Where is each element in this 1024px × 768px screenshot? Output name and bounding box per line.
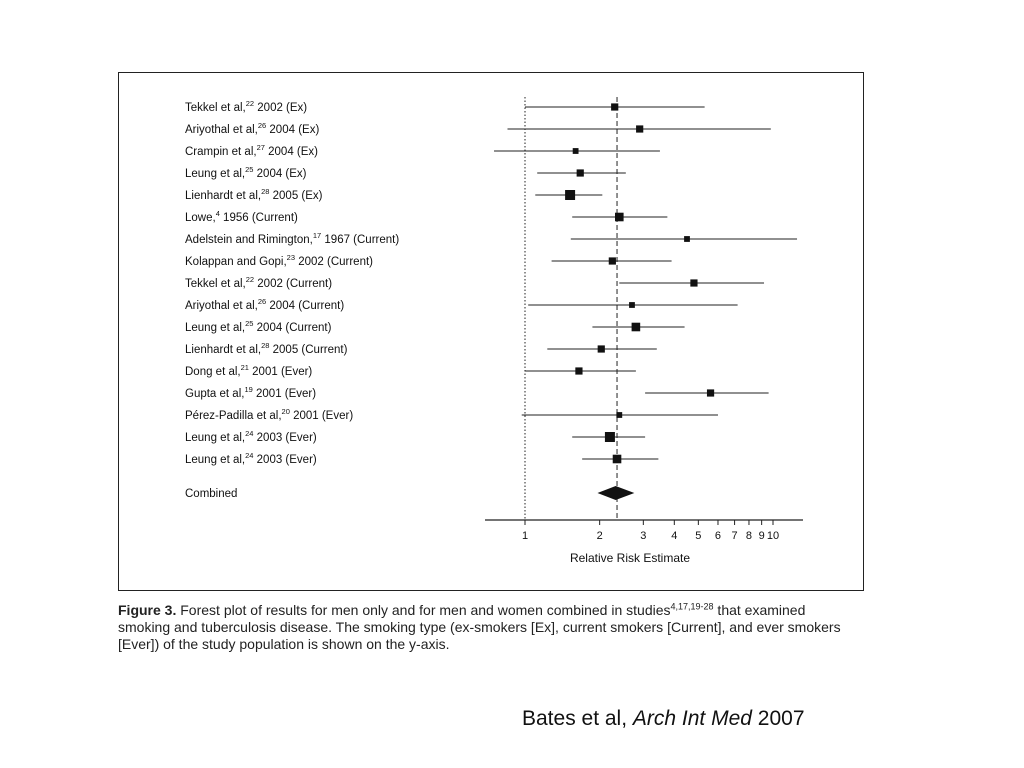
combined-label: Combined [185, 488, 237, 500]
study-label: Tekkel et al,22 2002 (Current) [185, 275, 332, 290]
citation: Bates et al, Arch Int Med 2007 [522, 707, 805, 731]
point-estimate-marker [614, 212, 624, 222]
x-tick-label: 1 [522, 530, 528, 542]
figure-frame: Tekkel et al,22 2002 (Ex) Ariyothal et al… [118, 72, 864, 591]
study-label: Lowe,4 1956 (Current) [185, 209, 298, 224]
study-label: Adelstein and Rimington,17 1967 (Current… [185, 231, 399, 246]
point-estimate-marker [604, 432, 615, 442]
point-estimate-marker [629, 302, 635, 308]
citation-authors: Bates et al, [522, 707, 633, 730]
point-estimate-marker [636, 125, 644, 133]
x-tick-label: 7 [732, 530, 738, 542]
citation-year: 2007 [751, 707, 805, 730]
study-label: Pérez-Padilla et al,20 2001 (Ever) [185, 407, 353, 422]
point-estimate-marker [684, 236, 690, 242]
study-label: Kolappan and Gopi,23 2002 (Current) [185, 253, 373, 268]
x-tick-label: 2 [597, 530, 603, 542]
x-tick-label: 3 [640, 530, 646, 542]
study-label: Lienhardt et al,28 2005 (Current) [185, 341, 348, 356]
study-label: Crampin et al,27 2004 (Ex) [185, 143, 318, 158]
x-tick-label: 4 [671, 530, 677, 542]
figure-caption: Figure 3. Forest plot of results for men… [118, 602, 858, 653]
caption-figure-label: Figure 3. [118, 602, 177, 618]
point-estimate-marker [612, 454, 622, 464]
point-estimate-marker [576, 169, 584, 177]
citation-journal: Arch Int Med [632, 707, 752, 730]
study-label: Ariyothal et al,26 2004 (Current) [185, 297, 344, 312]
study-label: Ariyothal et al,26 2004 (Ex) [185, 121, 319, 136]
study-label: Tekkel et al,22 2002 (Ex) [185, 99, 307, 114]
x-tick-label: 10 [767, 530, 779, 542]
study-label: Leung et al,24 2003 (Ever) [185, 451, 317, 466]
study-label: Leung et al,25 2004 (Ex) [185, 165, 307, 180]
study-label: Leung et al,25 2004 (Current) [185, 319, 332, 334]
caption-text-part1: Forest plot of results for men only and … [176, 602, 671, 618]
point-estimate-marker [565, 190, 576, 200]
x-tick-label: 6 [715, 530, 721, 542]
point-estimate-marker [597, 345, 605, 353]
combined-diamond [597, 486, 635, 500]
study-label: Lienhardt et al,28 2005 (Ex) [185, 187, 323, 202]
x-tick-label: 8 [746, 530, 752, 542]
point-estimate-marker [608, 257, 616, 265]
point-estimate-marker [616, 412, 623, 418]
caption-references: 4,17,19-28 [670, 601, 714, 612]
caption-text-part2: that examined smoking and tuberculosis d… [118, 602, 841, 652]
point-estimate-marker [611, 103, 619, 111]
point-estimate-marker [706, 389, 715, 397]
forest-plot: Tekkel et al,22 2002 (Ex) Ariyothal et al… [185, 97, 803, 565]
x-tick-label: 5 [695, 530, 701, 542]
point-estimate-marker [631, 322, 641, 332]
point-estimate-marker [572, 148, 579, 154]
x-tick-label: 9 [759, 530, 765, 542]
point-estimate-marker [575, 367, 583, 375]
study-label: Leung et al,24 2003 (Ever) [185, 429, 317, 444]
point-estimate-marker [690, 279, 698, 287]
study-label: Dong et al,21 2001 (Ever) [185, 363, 312, 378]
study-label: Gupta et al,19 2001 (Ever) [185, 385, 316, 400]
x-axis-title: Relative Risk Estimate [570, 551, 690, 565]
